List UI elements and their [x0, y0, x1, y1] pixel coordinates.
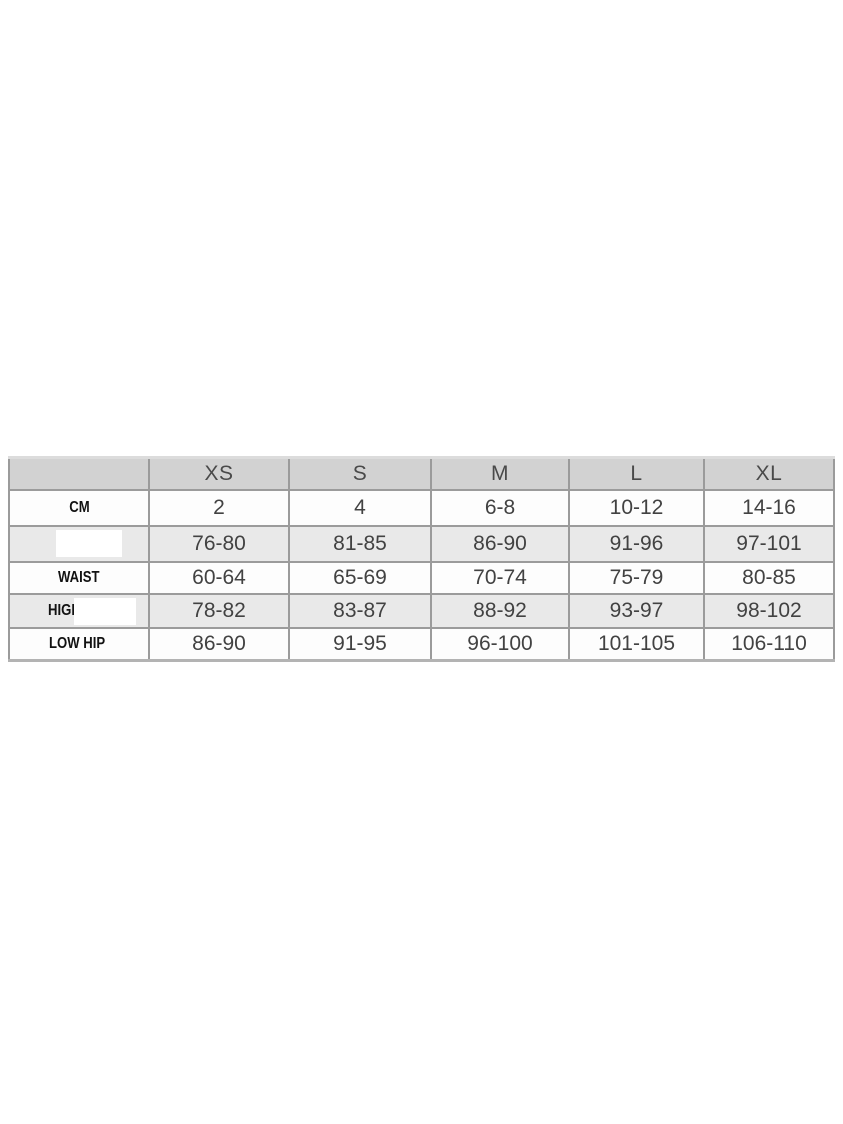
value-text: 91-96 [609, 531, 664, 555]
value-text: 106-110 [731, 631, 807, 655]
value-text: 76-80 [192, 531, 246, 555]
cell-cm-xl: 14-16 [703, 488, 835, 527]
value-text: 96-100 [467, 631, 533, 655]
header-label-s: S [352, 461, 368, 485]
value-text: 75-79 [609, 565, 664, 589]
value-text: 86-90 [192, 631, 246, 655]
header-cell-s: S [288, 456, 432, 491]
value-text: 86-90 [473, 531, 527, 555]
cell-low-hip-l: 101-105 [568, 626, 705, 662]
header-cell-l: L [568, 456, 705, 491]
table-row-waist: WAIST 60-64 65-69 70-74 75-79 80-85 [8, 560, 835, 595]
value-text: 93-97 [609, 598, 664, 622]
header-cell-xs: XS [148, 456, 290, 491]
cell-waist-m: 70-74 [430, 560, 570, 595]
cell-high-hip-xs: 78-82 [148, 592, 290, 629]
cell-high-hip-l: 93-97 [568, 592, 705, 629]
header-cell-xl: XL [703, 456, 835, 491]
row-label-cm: CM [68, 498, 90, 516]
table-row-high-hip: HIGH HIP 78-82 83-87 88-92 93-97 98-102 [8, 592, 835, 629]
cell-bust-s: 81-85 [288, 524, 432, 563]
cell-low-hip-m: 96-100 [430, 626, 570, 662]
value-text: 6-8 [484, 495, 516, 519]
header-label-xl: XL [755, 461, 783, 485]
cell-low-hip-xs: 86-90 [148, 626, 290, 662]
header-label-l: L [630, 461, 643, 485]
row-label-cell-low-hip: LOW HIP [8, 626, 150, 662]
value-text: 60-64 [192, 565, 246, 589]
value-text: 98-102 [736, 598, 802, 622]
cell-high-hip-xl: 98-102 [703, 592, 835, 629]
header-cell-m: M [430, 456, 570, 491]
cell-bust-m: 86-90 [430, 524, 570, 563]
table-row-bust: BUST 76-80 81-85 86-90 91-96 97-101 [8, 524, 835, 563]
header-row: XS S M L XL [8, 456, 835, 491]
value-text: 83-87 [333, 598, 387, 622]
cell-cm-l: 10-12 [568, 488, 705, 527]
value-text: 2 [213, 495, 225, 519]
cell-waist-s: 65-69 [288, 560, 432, 595]
cell-waist-xs: 60-64 [148, 560, 290, 595]
cell-cm-s: 4 [288, 488, 432, 527]
redaction-patch [56, 529, 122, 557]
value-text: 97-101 [736, 531, 802, 555]
cell-high-hip-s: 83-87 [288, 592, 432, 629]
cell-waist-l: 75-79 [568, 560, 705, 595]
cell-bust-xs: 76-80 [148, 524, 290, 563]
size-chart-table: XS S M L XL CM 2 4 6-8 10-12 14-16 BUST … [8, 456, 835, 662]
value-text: 78-82 [192, 598, 246, 622]
cell-waist-xl: 80-85 [703, 560, 835, 595]
cell-cm-xs: 2 [148, 488, 290, 527]
header-label-xs: XS [204, 461, 234, 485]
row-label-cell-waist: WAIST [8, 560, 150, 595]
table-row-low-hip: LOW HIP 86-90 91-95 96-100 101-105 106-1… [8, 626, 835, 662]
row-label-cell-bust: BUST [8, 524, 150, 563]
value-text: 70-74 [473, 565, 527, 589]
value-text: 88-92 [473, 598, 527, 622]
cell-low-hip-xl: 106-110 [703, 626, 835, 662]
value-text: 14-16 [742, 495, 796, 519]
header-label-m: M [491, 461, 509, 485]
value-text: 4 [354, 495, 366, 519]
row-label-waist: WAIST [58, 568, 100, 586]
row-label-low-hip: LOW HIP [49, 634, 106, 652]
redaction-patch [74, 597, 136, 625]
corner-redacted-cell [8, 456, 150, 491]
cell-low-hip-s: 91-95 [288, 626, 432, 662]
cell-high-hip-m: 88-92 [430, 592, 570, 629]
cell-bust-xl: 97-101 [703, 524, 835, 563]
value-text: 101-105 [597, 631, 676, 655]
cell-cm-m: 6-8 [430, 488, 570, 527]
table-row-cm: CM 2 4 6-8 10-12 14-16 [8, 488, 835, 527]
row-label-cell-cm: CM [8, 488, 150, 527]
cell-bust-l: 91-96 [568, 524, 705, 563]
value-text: 65-69 [333, 565, 387, 589]
value-text: 91-95 [333, 631, 387, 655]
value-text: 80-85 [742, 565, 796, 589]
value-text: 81-85 [333, 531, 387, 555]
value-text: 10-12 [609, 495, 664, 519]
row-label-cell-high-hip: HIGH HIP [8, 592, 150, 629]
